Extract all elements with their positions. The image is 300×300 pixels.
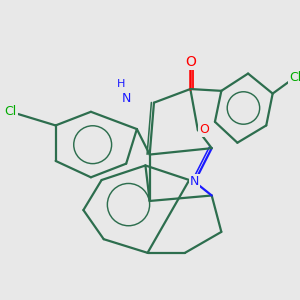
- Text: N: N: [190, 176, 199, 188]
- Text: Cl: Cl: [4, 105, 17, 118]
- Text: Cl: Cl: [289, 71, 300, 84]
- Text: O: O: [199, 124, 209, 136]
- Text: N: N: [122, 92, 131, 105]
- Text: O: O: [185, 55, 196, 69]
- Text: H: H: [117, 80, 125, 89]
